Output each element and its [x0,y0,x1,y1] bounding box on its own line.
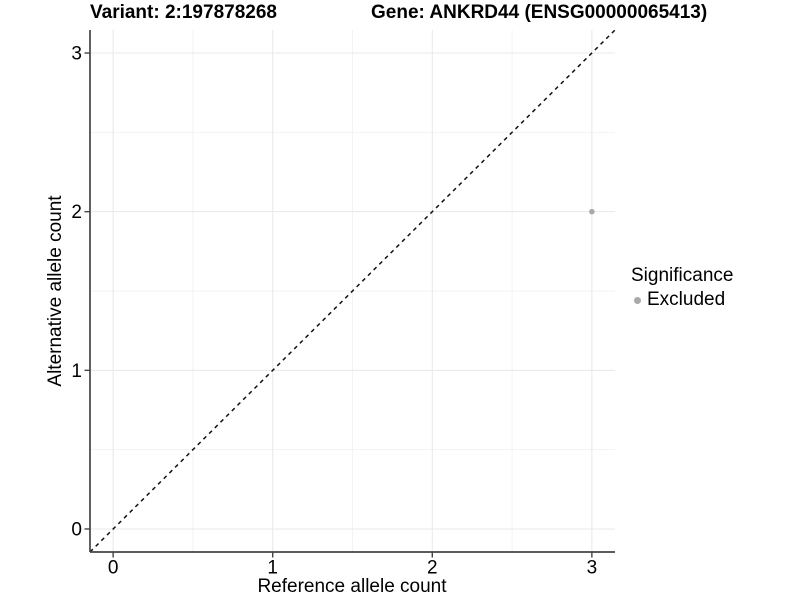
x-tick-label: 1 [267,558,278,579]
y-tick-label: 2 [71,202,82,223]
x-tick-label: 0 [108,558,119,579]
y-axis-title: Alternative allele count [45,195,66,387]
legend-key-dot-icon [634,296,641,304]
plot-title-gene: Gene: ANKRD44 (ENSG00000065413) [371,2,708,23]
legend-entry-label: Excluded [647,288,726,310]
x-tick-label: 2 [427,558,438,579]
data-point [589,208,595,215]
x-tick-label: 3 [587,558,598,579]
legend-title: Significance [631,265,734,286]
identity-line [89,29,616,553]
y-tick-label: 3 [71,44,82,65]
y-tick-label: 0 [71,519,82,540]
plot-title-variant: Variant: 2:197878268 [90,2,277,23]
legend: Significance Excluded [631,264,733,312]
y-tick-label: 1 [71,361,82,382]
legend-entry: Excluded [631,289,733,312]
x-axis-title: Reference allele count [257,576,447,597]
